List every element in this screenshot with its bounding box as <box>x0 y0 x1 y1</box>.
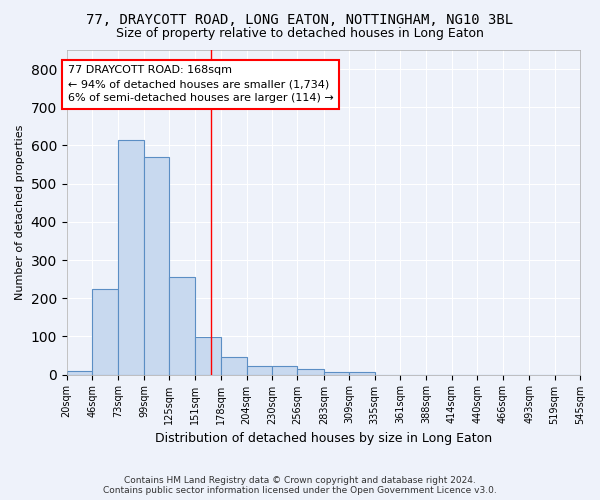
Bar <box>195 337 221 374</box>
Bar <box>324 372 349 374</box>
Text: Size of property relative to detached houses in Long Eaton: Size of property relative to detached ho… <box>116 28 484 40</box>
Bar <box>92 288 118 374</box>
X-axis label: Distribution of detached houses by size in Long Eaton: Distribution of detached houses by size … <box>155 432 492 445</box>
Text: 77 DRAYCOTT ROAD: 168sqm
← 94% of detached houses are smaller (1,734)
6% of semi: 77 DRAYCOTT ROAD: 168sqm ← 94% of detach… <box>68 66 334 104</box>
Bar <box>298 369 324 374</box>
Text: 77, DRAYCOTT ROAD, LONG EATON, NOTTINGHAM, NG10 3BL: 77, DRAYCOTT ROAD, LONG EATON, NOTTINGHA… <box>86 12 514 26</box>
Bar <box>67 371 92 374</box>
Bar <box>272 366 298 374</box>
Bar <box>221 356 247 374</box>
Bar <box>144 157 169 374</box>
Bar <box>247 366 272 374</box>
Bar <box>349 372 374 374</box>
Bar <box>169 277 195 374</box>
Y-axis label: Number of detached properties: Number of detached properties <box>15 124 25 300</box>
Text: Contains HM Land Registry data © Crown copyright and database right 2024.
Contai: Contains HM Land Registry data © Crown c… <box>103 476 497 495</box>
Bar <box>118 140 144 374</box>
